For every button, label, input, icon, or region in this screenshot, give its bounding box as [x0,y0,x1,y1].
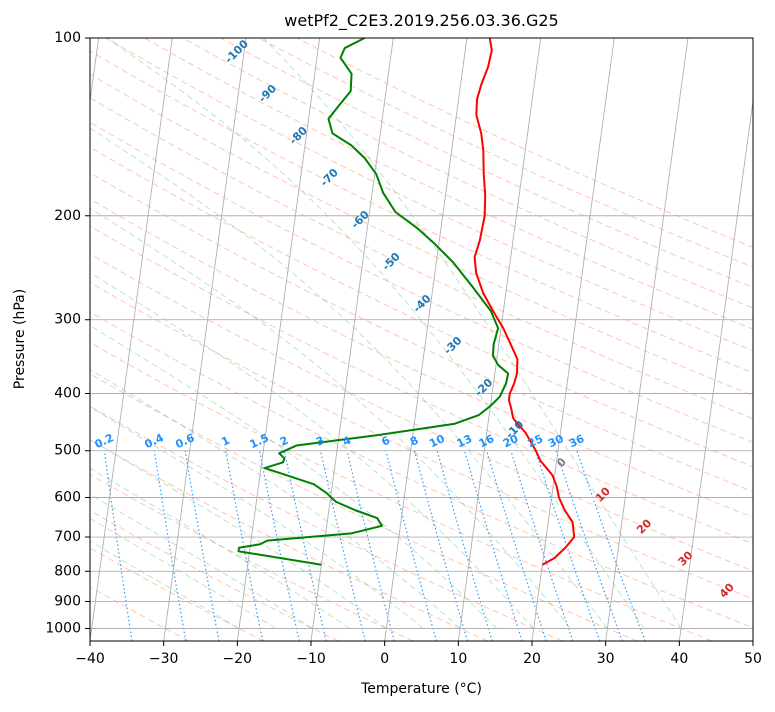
isotherm-line [90,38,173,641]
moist-adiabat [90,406,424,629]
mixing-ratio-label: 13 [455,432,474,450]
mixing-ratio-line [319,450,366,641]
moist-adiabat [90,540,240,629]
mixing-ratio-line [103,450,133,641]
dry-adiabat [90,172,753,493]
moist-adiabat [90,127,608,629]
x-tick-label: −40 [75,651,105,667]
mixing-ratio-label: 36 [567,432,587,450]
mixing-ratio-line [555,450,623,641]
x-tick-label: 10 [449,651,467,667]
isotherm-line [310,38,394,641]
dry-adiabat [90,405,563,641]
x-axis-title: Temperature (°C) [360,681,482,697]
chart-title: wetPf2_C2E3.2019.256.03.36.G25 [284,11,558,31]
dry-adiabat [90,341,712,641]
mixing-ratio-lines [103,450,646,641]
y-tick-label: 700 [54,529,81,545]
x-tick-label: 50 [744,651,762,667]
isotherm-line [163,38,247,641]
dry-adiabat [182,38,753,309]
dry-adiabat [90,50,753,374]
x-tick-label: 30 [597,651,615,667]
y-tick-label: 1000 [45,620,81,636]
mixing-ratio-line [576,450,646,641]
x-tick-label: 40 [670,651,688,667]
mixing-ratio-label: 10 [427,432,447,450]
isotherm-line [605,38,689,641]
dry-adiabat [90,253,753,572]
dry-adiabat [90,311,753,629]
isotherm-line [236,38,321,641]
moist-adiabat [106,38,645,629]
moist-adiabat [90,517,277,629]
y-tick-label: 100 [54,30,81,46]
dewpoint-line [237,38,510,566]
mixing-ratio-line [413,450,469,641]
dry-adiabat [106,38,753,352]
mixing-ratio-line [486,450,547,641]
mixing-ratio-line [510,450,574,641]
mixing-ratio-line [283,450,327,641]
mixing-ratio-line [346,450,395,641]
dry-adiabat [90,73,753,396]
mixing-ratio-label: 16 [477,432,497,450]
dry-adiabat [296,38,753,248]
isotherm-line [457,38,542,641]
y-tick-label: 400 [54,386,81,402]
moist-adiabat [90,467,350,629]
isotherm-line [531,38,615,641]
moist-adiabats [90,38,682,629]
dry-adiabat [90,121,753,443]
moist-adiabat [90,324,498,629]
moist-adiabat [90,493,313,629]
y-tick-label: 600 [54,489,81,505]
mixing-ratio-line [436,450,493,641]
mixing-ratio-label: 30 [546,432,566,450]
y-tick-label: 300 [54,312,81,328]
isobar-grid [90,38,753,629]
dry-adiabat [90,146,753,468]
mixing-ratio-label: 20 [501,432,521,450]
isotherm-grid [90,38,753,641]
moist-adiabat [90,438,387,629]
moist-adiabat [90,272,535,629]
mixing-ratio-line [153,450,187,641]
y-tick-label: 500 [54,443,81,459]
x-tick-label: −20 [223,651,253,667]
dry-adiabat [220,38,753,288]
isotherm-line [384,38,468,641]
profile-lines [237,38,576,566]
y-tick-label: 800 [54,563,81,579]
temperature-line [473,38,576,566]
mixing-ratio-label: 25 [526,432,545,450]
x-tick-label: −30 [149,651,179,667]
mixing-ratio-line [463,450,523,641]
moist-adiabat [90,207,571,629]
y-axis-title: Pressure (hPa) [12,289,28,389]
dry-adiabat [144,38,753,330]
isotherm-line [678,97,753,641]
mixing-ratio-line [258,450,300,641]
y-tick-label: 900 [54,593,81,609]
x-tick-label: −10 [296,651,326,667]
x-tick-label: 20 [523,651,541,667]
dry-adiabat [90,225,753,545]
y-axis: 1000 900 800 700 600 500 400 300 200 100 [45,30,90,636]
mixing-ratio-line [385,450,437,641]
dry-adiabat [258,38,753,268]
plot-frame [89,37,754,642]
mixing-ratio-line [225,450,264,641]
moist-adiabat [262,38,682,629]
x-axis: −40 −30 −20 −10 0 10 20 30 40 50 [75,641,762,667]
dry-adiabat [90,281,753,600]
mixing-ratio-line [184,450,220,641]
y-tick-label: 200 [54,208,81,224]
x-tick-label: 0 [380,651,389,667]
dry-adiabat [90,97,753,420]
